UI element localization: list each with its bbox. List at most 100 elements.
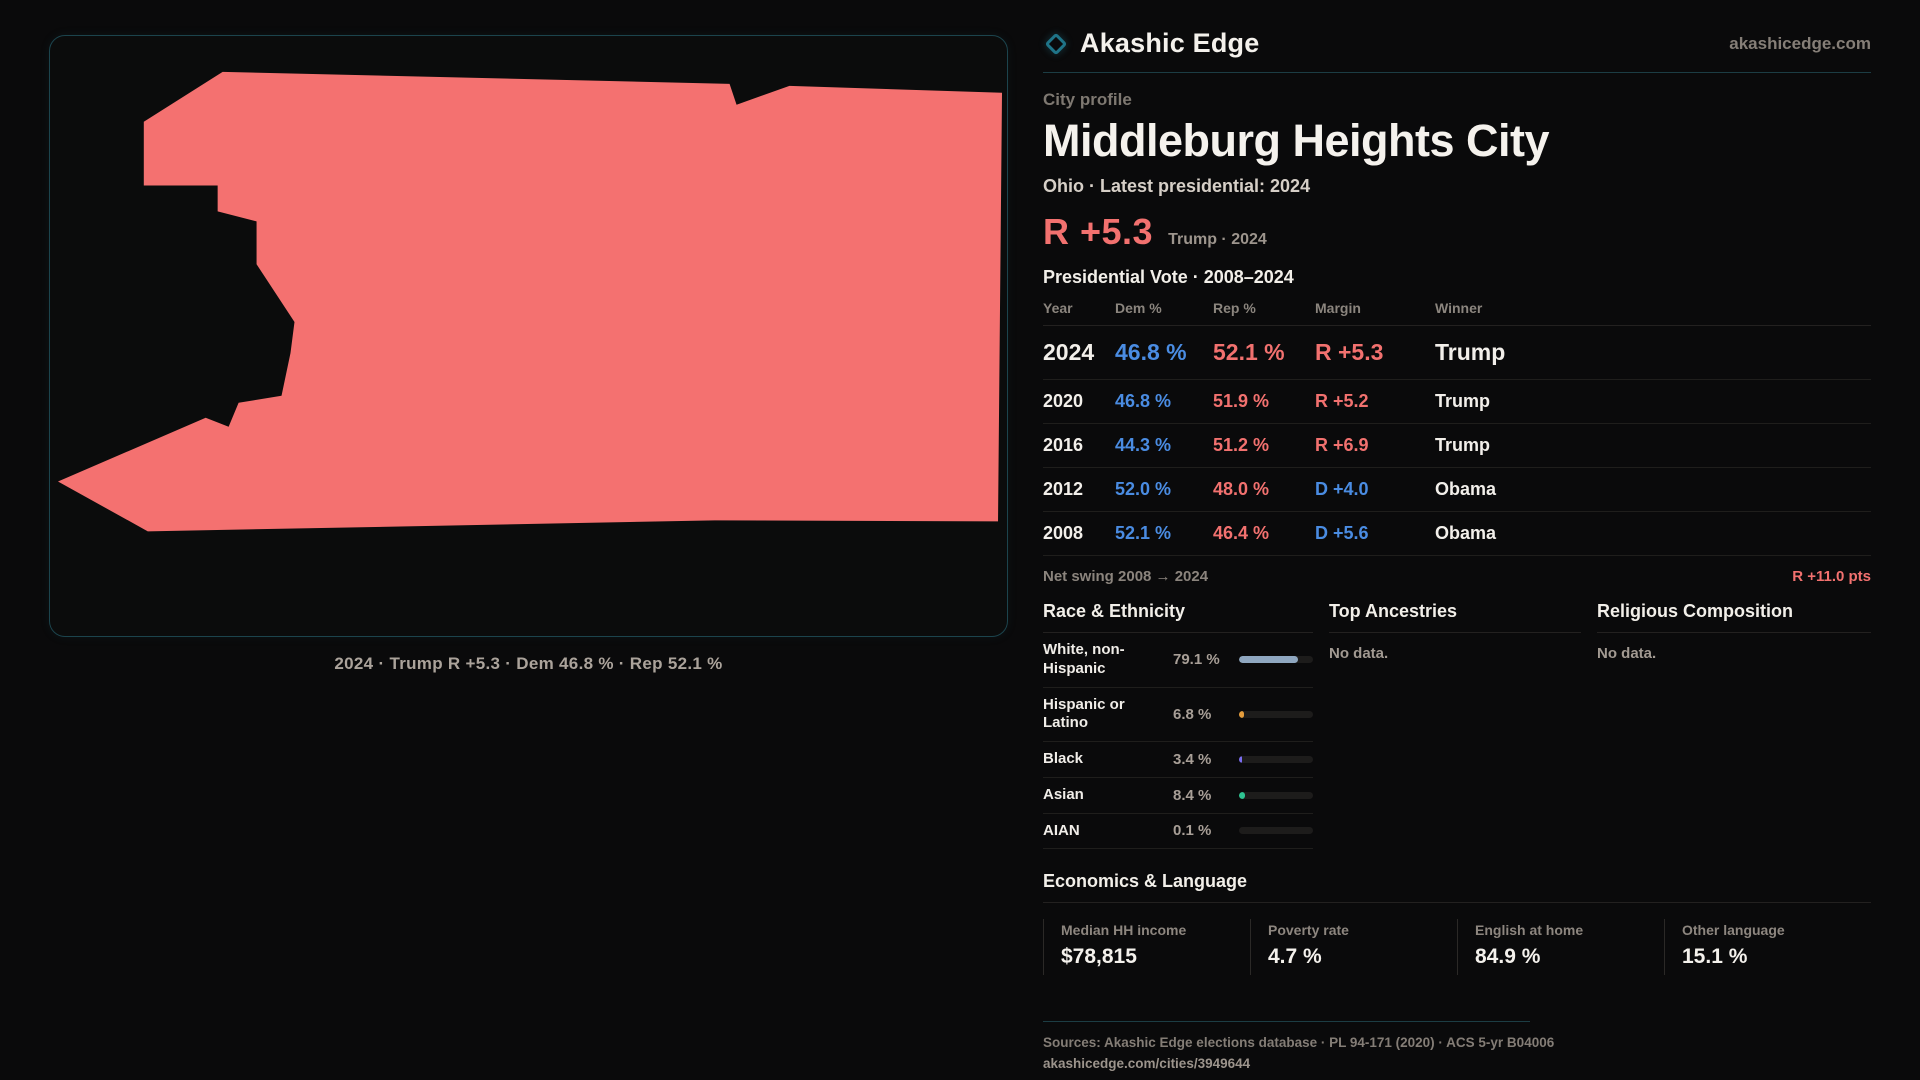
profile-panel: Akashic Edge akashicedge.com City profil… [1043,28,1871,1071]
winner-cell: Obama [1435,479,1497,499]
net-swing-value: R +11.0 pts [1792,568,1871,585]
table-row: 2020 46.8 % 51.9 % R +5.2 Trump [1043,380,1871,424]
race-value: 8.4 % [1173,786,1212,804]
table-row: 2008 52.1 % 46.4 % D +5.6 Obama [1043,512,1871,556]
list-item: Asian 8.4 % [1043,778,1313,814]
dem-cell: 52.1 % [1115,523,1172,543]
year-cell: 2016 [1043,435,1084,455]
rep-cell: 48.0 % [1213,479,1270,499]
year-cell: 2012 [1043,479,1084,499]
rep-cell: 46.4 % [1213,523,1270,543]
winner-cell: Trump [1435,339,1506,365]
race-bar-fill [1239,755,1242,763]
race-label: Hispanic or Latino [1043,695,1125,732]
stat-block: Median HH income $78,815 [1043,919,1250,976]
winner-cell: Trump [1435,435,1491,455]
page-title: Middleburg Heights City [1043,115,1550,166]
net-swing-label: Net swing 2008 → 2024 [1043,568,1209,585]
religion-empty-state: No data. [1597,645,1657,662]
diamond-logo-icon [1044,32,1068,55]
profile-subtitle: Ohio · Latest presidential: 2024 [1043,176,1311,196]
race-bar-track [1239,755,1313,763]
vote-table-header: Year Dem % Rep % Margin Winner [1043,300,1871,326]
stat-block: Other language 15.1 % [1664,919,1871,976]
demographics-columns: Race & Ethnicity White, non-Hispanic 79.… [1043,601,1871,850]
city-polygon [57,71,1003,532]
latest-margin: R +5.3 [1043,211,1154,252]
city-map [57,71,1003,532]
permalink[interactable]: akashicedge.com/cities/3949644 [1043,1056,1251,1072]
race-value: 0.1 % [1173,822,1212,840]
stat-value: 84.9 % [1475,945,1541,969]
ancestries-heading: Top Ancestries [1329,601,1581,633]
winner-cell: Obama [1435,523,1497,543]
margin-cell: D +5.6 [1315,523,1369,543]
race-bar-track [1239,791,1313,799]
site-domain-link[interactable]: akashicedge.com [1729,33,1871,53]
top-ancestries-section: Top Ancestries No data. [1329,601,1581,849]
footer-divider [1043,1021,1530,1023]
stat-block: English at home 84.9 % [1457,919,1664,976]
race-bar-fill [1239,791,1246,799]
year-cell: 2020 [1043,391,1084,411]
religion-heading: Religious Composition [1597,601,1871,633]
list-item: AIAN 0.1 % [1043,814,1313,850]
col-winner: Winner [1435,300,1483,316]
race-bar-track [1239,827,1313,835]
latest-margin-note: Trump · 2024 [1168,231,1267,248]
dem-cell: 52.0 % [1115,479,1172,499]
economics-heading: Economics & Language [1043,871,1871,904]
stat-label: English at home [1475,922,1584,939]
headline-margin-row: R +5.3 Trump · 2024 [1043,211,1871,253]
city-map-panel [49,35,1008,637]
col-year: Year [1043,300,1073,316]
year-cell: 2008 [1043,523,1084,543]
rep-cell: 52.1 % [1213,339,1285,365]
rep-cell: 51.9 % [1213,391,1270,411]
race-bar-fill [1239,656,1298,664]
brand-name: Akashic Edge [1080,28,1260,58]
race-heading: Race & Ethnicity [1043,601,1313,633]
race-bar-track [1239,710,1313,718]
winner-cell: Trump [1435,391,1491,411]
economics-stats: Median HH income $78,815 Poverty rate 4.… [1043,919,1871,976]
site-header: Akashic Edge akashicedge.com [1043,28,1871,59]
race-ethnicity-section: Race & Ethnicity White, non-Hispanic 79.… [1043,601,1313,850]
race-value: 3.4 % [1173,750,1212,768]
dem-cell: 46.8 % [1115,391,1172,411]
map-caption: 2024 · Trump R +5.3 · Dem 46.8 % · Rep 5… [334,654,723,673]
race-label: Black [1043,750,1084,767]
stat-value: 4.7 % [1268,945,1322,969]
sources-line: Sources: Akashic Edge elections database… [1043,1035,1555,1051]
list-item: Black 3.4 % [1043,742,1313,778]
header-divider [1043,72,1871,73]
year-cell: 2024 [1043,339,1095,365]
race-bar-fill [1239,710,1245,718]
margin-cell: R +5.2 [1315,391,1369,411]
profile-kicker: City profile [1043,90,1132,109]
table-row: 2024 46.8 % 52.1 % R +5.3 Trump [1043,326,1871,380]
list-item: Hispanic or Latino 6.8 % [1043,688,1313,742]
stat-label: Poverty rate [1268,922,1349,939]
race-label: AIAN [1043,821,1080,839]
rep-cell: 51.2 % [1213,435,1270,455]
stat-block: Poverty rate 4.7 % [1250,919,1457,976]
margin-cell: R +6.9 [1315,435,1369,455]
race-bar-track [1239,656,1313,664]
stat-label: Other language [1682,922,1785,939]
map-section: 2024 · Trump R +5.3 · Dem 46.8 % · Rep 5… [49,35,1008,674]
col-rep: Rep % [1213,300,1256,316]
vote-table-heading: Presidential Vote · 2008–2024 [1043,267,1294,287]
vote-table: Year Dem % Rep % Margin Winner 2024 46.8… [1043,300,1871,556]
ancestries-empty-state: No data. [1329,645,1389,662]
race-value: 79.1 % [1173,651,1220,669]
dem-cell: 44.3 % [1115,435,1172,455]
stat-label: Median HH income [1061,922,1187,939]
race-label: Asian [1043,785,1084,803]
col-margin: Margin [1315,300,1361,316]
stat-value: $78,815 [1061,945,1137,969]
race-label: White, non-Hispanic [1043,641,1125,677]
margin-cell: R +5.3 [1315,339,1384,365]
col-dem: Dem % [1115,300,1162,316]
list-item: White, non-Hispanic 79.1 % [1043,633,1313,688]
